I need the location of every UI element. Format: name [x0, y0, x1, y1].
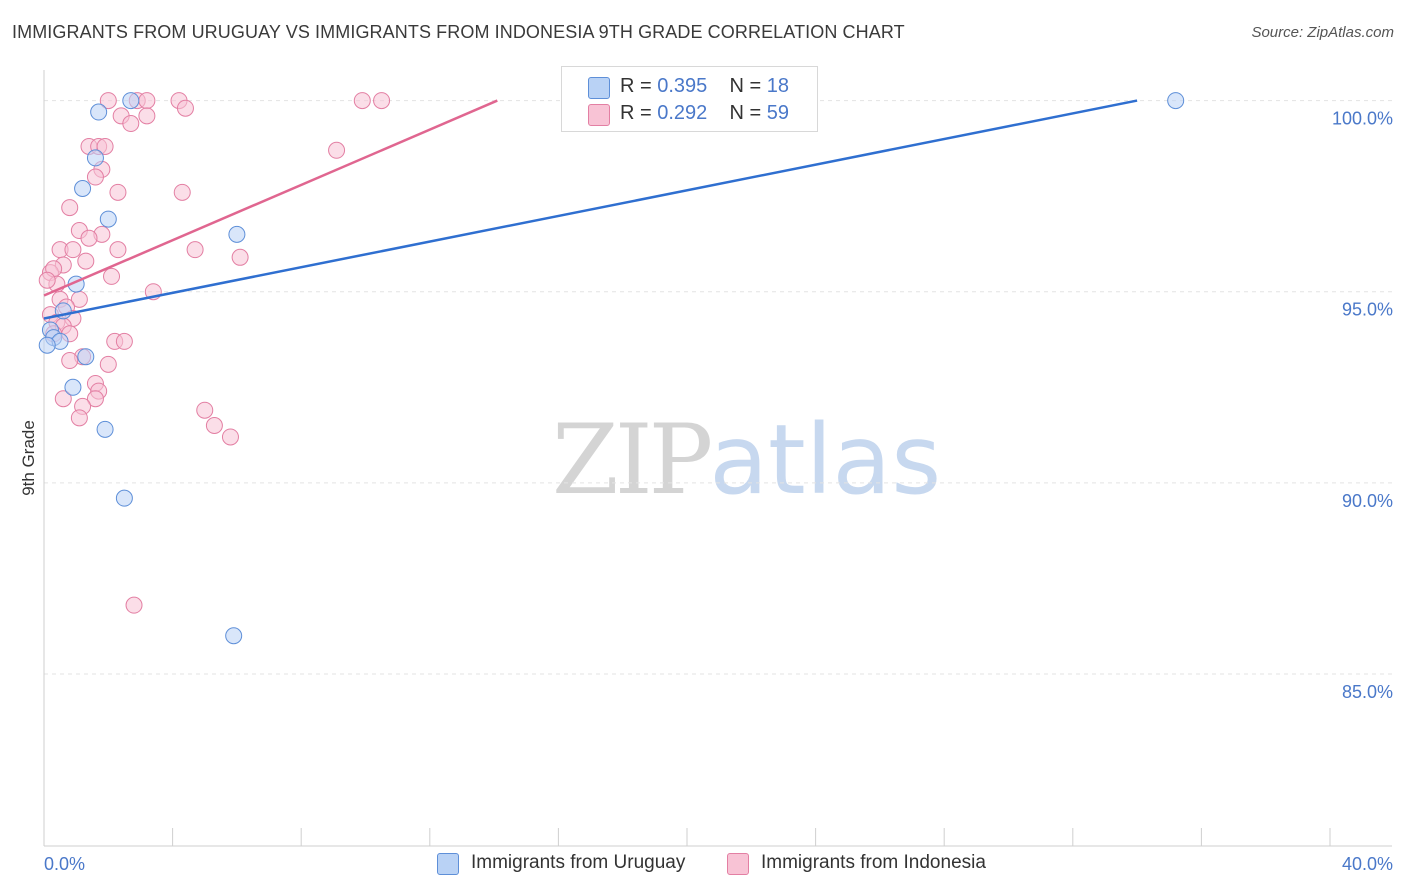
bottom-legend-label-indonesia: Immigrants from Indonesia	[761, 852, 986, 873]
indonesia-point-52	[86, 390, 104, 408]
axes	[43, 70, 1392, 847]
indonesia-point-8	[122, 115, 140, 133]
bottom-legend-swatch-indonesia	[727, 853, 749, 875]
stats-legend: R = 0.395 N = 18 R = 0.292 N = 59	[561, 66, 818, 132]
indonesia-point-21	[80, 229, 98, 247]
bottom-legend-swatch-uruguay	[437, 853, 459, 875]
uruguay-point-17	[115, 489, 133, 507]
indonesia-point-55	[70, 409, 88, 427]
uruguay-point-2	[1167, 92, 1185, 110]
series-uruguay-points	[38, 92, 1185, 645]
uruguay-point-0	[122, 92, 140, 110]
legend-n-value-indonesia: 59	[766, 102, 790, 124]
legend-r-label: R =	[620, 75, 658, 97]
indonesia-point-48	[99, 355, 117, 373]
uruguay-point-5	[74, 180, 92, 198]
indonesia-point-6	[176, 99, 194, 117]
trend-lines	[43, 99, 1138, 320]
legend-r-label: R =	[620, 102, 658, 124]
uruguay-point-6	[99, 210, 117, 228]
trend-line-indonesia	[43, 99, 498, 297]
legend-swatch-indonesia	[588, 104, 610, 126]
x-tick-marks	[43, 828, 1331, 846]
indonesia-point-5	[373, 92, 391, 110]
indonesia-point-56	[205, 417, 223, 435]
indonesia-point-28	[77, 252, 95, 270]
grid-lines	[44, 100, 1392, 675]
uruguay-point-4	[86, 149, 104, 167]
trend-line-uruguay	[43, 99, 1138, 320]
uruguay-point-15	[64, 378, 82, 396]
indonesia-point-15	[86, 168, 104, 186]
y-tick-label-0: 100.0%	[1332, 109, 1393, 129]
indonesia-point-2	[138, 92, 156, 110]
watermark-atlas: atlas	[709, 404, 942, 516]
legend-n-label: N =	[729, 75, 767, 97]
indonesia-point-47	[61, 352, 79, 370]
uruguay-point-16	[96, 420, 114, 438]
indonesia-point-13	[328, 141, 346, 159]
legend-n-label: N =	[729, 102, 767, 124]
y-tick-label-3: 85.0%	[1342, 682, 1393, 702]
uruguay-point-13	[38, 336, 56, 354]
indonesia-point-18	[61, 199, 79, 217]
indonesia-point-12	[96, 137, 114, 155]
indonesia-point-24	[109, 241, 127, 259]
uruguay-point-18	[225, 627, 243, 645]
x-tick-label-min: 0.0%	[44, 854, 85, 874]
indonesia-point-25	[186, 241, 204, 259]
legend-r-value-uruguay: 0.395	[657, 75, 708, 97]
legend-text-indonesia: R = 0.292 N = 59	[620, 102, 789, 125]
watermark-zip: ZIP	[552, 404, 713, 516]
indonesia-point-51	[54, 390, 72, 408]
y-tick-label-1: 95.0%	[1342, 300, 1393, 320]
indonesia-point-0	[99, 92, 117, 110]
indonesia-point-31	[103, 267, 121, 285]
watermark: ZIPatlas	[552, 404, 941, 516]
source-label: Source: ZipAtlas.com	[1251, 24, 1394, 41]
indonesia-point-26	[231, 248, 249, 266]
indonesia-point-45	[115, 332, 133, 350]
legend-swatch-uruguay	[588, 77, 610, 99]
chart-title: IMMIGRANTS FROM URUGUAY VS IMMIGRANTS FR…	[12, 22, 905, 42]
y-axis-label: 9th Grade	[19, 420, 38, 496]
y-tick-labels: 100.0% 95.0% 90.0% 85.0%	[1332, 109, 1393, 702]
legend-r-value-indonesia: 0.292	[657, 102, 708, 124]
uruguay-point-7	[228, 225, 246, 243]
indonesia-point-33	[38, 271, 56, 289]
legend-text-uruguay: R = 0.395 N = 18	[620, 75, 789, 98]
uruguay-point-3	[90, 103, 108, 121]
indonesia-point-4	[353, 92, 371, 110]
indonesia-point-54	[196, 401, 214, 419]
indonesia-point-9	[138, 107, 156, 125]
indonesia-point-57	[221, 428, 239, 446]
indonesia-point-16	[109, 183, 127, 201]
indonesia-point-58	[125, 596, 143, 614]
legend-n-value-uruguay: 18	[766, 75, 790, 97]
indonesia-point-17	[173, 183, 191, 201]
uruguay-point-14	[77, 348, 95, 366]
x-tick-label-max: 40.0%	[1342, 854, 1393, 874]
bottom-legend-label-uruguay: Immigrants from Uruguay	[471, 852, 686, 873]
indonesia-point-23	[64, 241, 82, 259]
y-tick-label-2: 90.0%	[1342, 491, 1393, 511]
